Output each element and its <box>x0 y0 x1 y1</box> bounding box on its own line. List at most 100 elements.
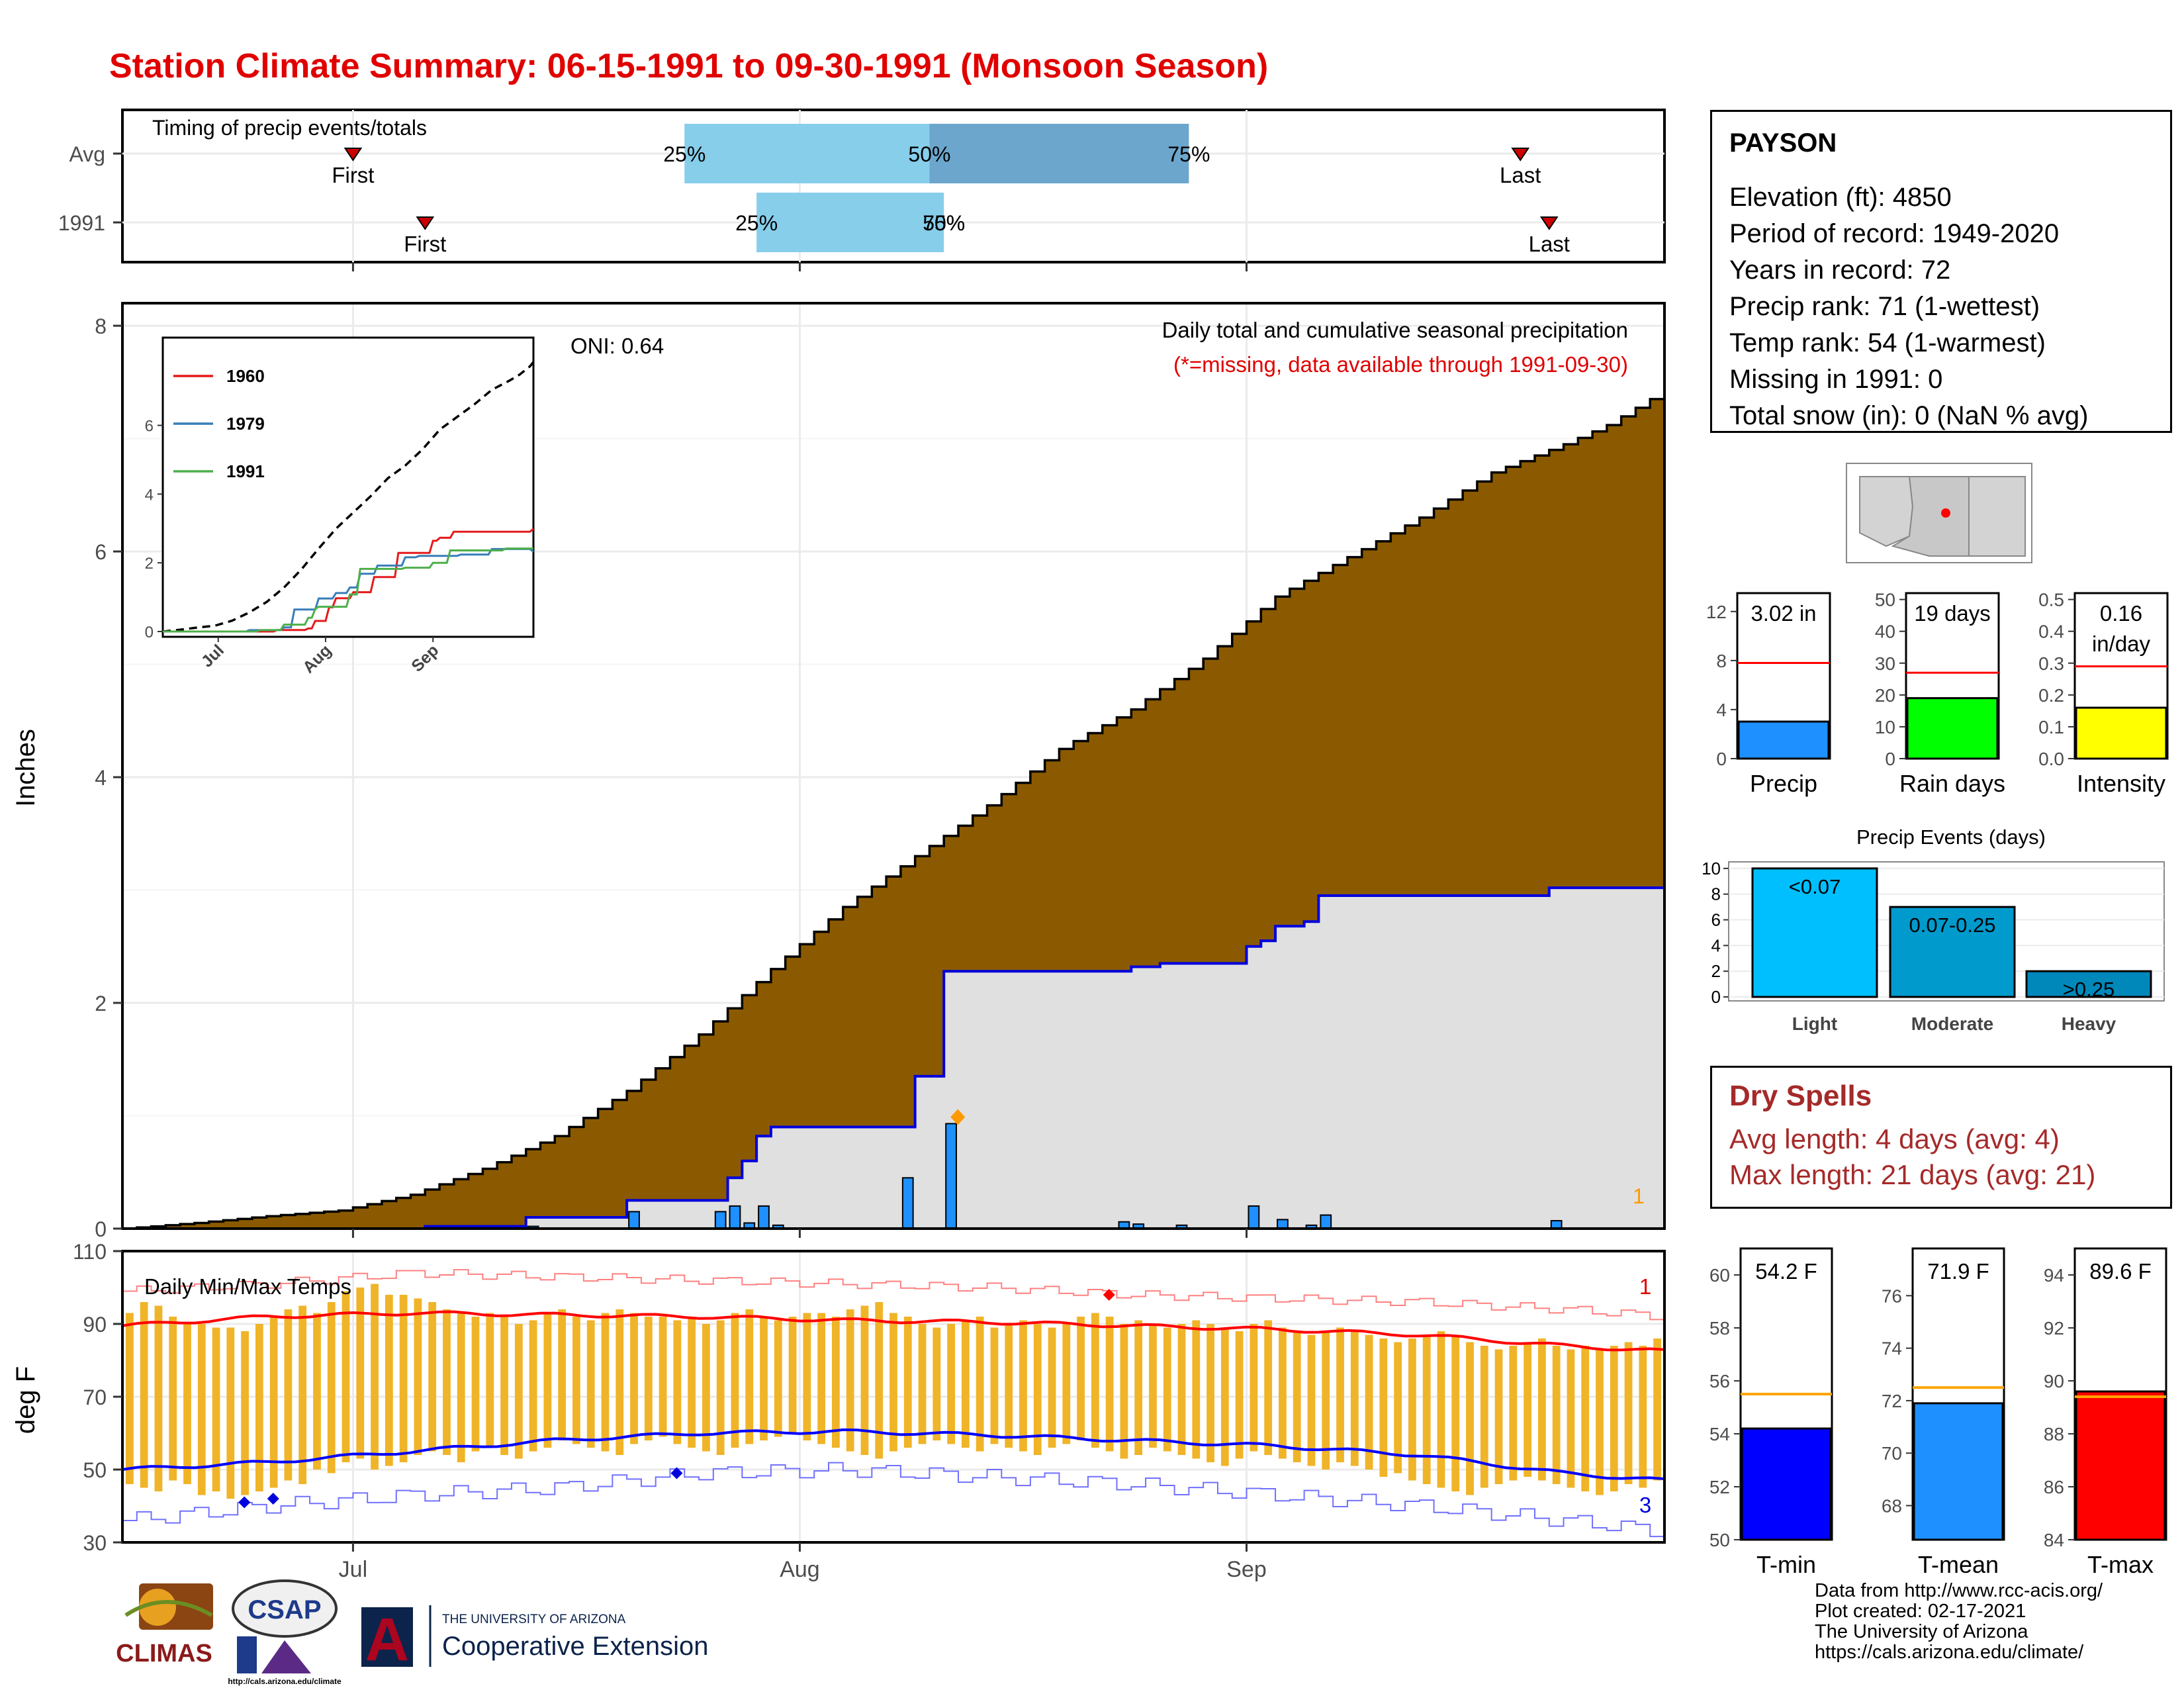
daily-temp-range-bar <box>1350 1331 1359 1466</box>
temp-summary-tick-label: 88 <box>2044 1424 2064 1444</box>
precip-events-title: Precip Events (days) <box>1856 825 2046 849</box>
map-neighbor-region <box>1859 476 1914 547</box>
avg-min-temp-line <box>122 1428 1665 1481</box>
year-cumulative-precip-area <box>122 888 1664 1229</box>
daily-temp-range-bar <box>788 1317 797 1433</box>
station-location-marker <box>1941 508 1950 518</box>
daily-temp-range-bar <box>1624 1342 1633 1484</box>
daily-temp-range-bar <box>803 1313 811 1440</box>
timing-label-50: 50% <box>908 142 950 166</box>
daily-temp-range-bar <box>1149 1324 1157 1448</box>
summary-bar-tick-label: 20 <box>1875 685 1895 706</box>
daily-temp-range-bar <box>471 1317 480 1452</box>
inset-average-line <box>162 361 535 633</box>
record-high-marker <box>1103 1289 1115 1301</box>
station-period: Period of record: 1949-2020 <box>1729 219 2060 248</box>
page-title: Station Climate Summary: 06-15-1991 to 0… <box>109 47 1269 85</box>
credit-institution: The University of Arizona <box>1815 1621 2028 1642</box>
temp-summary-value-text: 89.6 F <box>2089 1259 2152 1284</box>
daily-temp-range-bar <box>1336 1327 1344 1462</box>
daily-temp-range-bar <box>313 1313 321 1470</box>
oni-label: ONI: 0.64 <box>570 334 664 358</box>
daily-precip-bar <box>1277 1219 1289 1229</box>
temp-summary-tick-label: 74 <box>1882 1338 1902 1359</box>
record-high-line <box>122 1269 1665 1321</box>
daily-temp-range-bar <box>414 1298 422 1455</box>
daily-temp-range-bar <box>399 1295 408 1462</box>
timing-label-75: 75% <box>923 211 965 235</box>
precip-y-tick-label: 2 <box>95 992 107 1015</box>
ua-logo-block <box>361 1607 413 1667</box>
daily-temp-range-bar <box>428 1302 437 1452</box>
daily-temp-range-bar <box>558 1309 567 1440</box>
temp-summary-label: T-mean <box>1918 1551 1999 1578</box>
precip-events-tick-label: 10 <box>1702 859 1721 878</box>
last-event-marker <box>1511 148 1530 162</box>
inset-y-tick-label: 4 <box>145 486 154 504</box>
daily-temp-range-bar <box>1091 1313 1099 1448</box>
precip-panel-frame <box>121 302 1666 1230</box>
daily-precip-bar <box>628 1211 640 1230</box>
daily-temp-range-bar <box>1322 1331 1330 1470</box>
daily-temp-range-bar <box>1567 1349 1575 1488</box>
timing-label-50: 50% <box>923 211 965 235</box>
credits-block: Data from http://www.rcc-acis.org/ Plot … <box>1815 1581 2103 1663</box>
summary-bar-tick-label: 8 <box>1716 651 1727 671</box>
record-low-line <box>122 1462 1665 1538</box>
summary-bar-label: Precip <box>1750 770 1817 797</box>
first-event-label: First <box>404 232 446 256</box>
timing-title: Timing of precip events/totals <box>152 116 427 140</box>
timing-row-label: Avg <box>69 142 105 166</box>
precip-events-tick-label: 2 <box>1711 961 1721 981</box>
inset-y-tick-label: 0 <box>145 624 154 641</box>
summary-bar-tick-label: 0.1 <box>2038 717 2064 737</box>
summary-bar-value <box>1737 720 1830 760</box>
daily-temp-range-bar <box>817 1313 826 1444</box>
precip-y-tick-label: 6 <box>95 540 107 564</box>
daily-temp-range-bar <box>371 1284 379 1470</box>
daily-temp-range-bar <box>846 1309 854 1452</box>
daily-temp-range-bar <box>1437 1331 1445 1488</box>
avg-max-temp-line <box>122 1310 1665 1352</box>
daily-temp-range-bar <box>1163 1327 1171 1452</box>
daily-temp-range-bar <box>269 1317 278 1488</box>
daily-temp-range-bar <box>1653 1338 1661 1481</box>
daily-temp-range-bar <box>961 1320 970 1448</box>
summary-bar-tick-label: 50 <box>1875 590 1895 610</box>
last-event-label: Last <box>1529 232 1570 256</box>
summary-bar-tick-label: 0.4 <box>2038 622 2064 642</box>
month-axis-label: Jul <box>339 1557 367 1582</box>
inset-series-line <box>163 547 533 633</box>
daily-temp-range-bar <box>1005 1324 1013 1448</box>
daily-temp-range-bar <box>875 1302 884 1459</box>
daily-temp-range-bar <box>1048 1327 1056 1448</box>
month-axis-label: Sep <box>1226 1557 1267 1582</box>
daily-temp-range-bar <box>1480 1346 1488 1488</box>
temp-summary-label: T-max <box>2087 1551 2154 1578</box>
temp-summary-tick-label: 76 <box>1882 1286 1902 1306</box>
daily-temp-range-bar <box>1192 1320 1201 1459</box>
daily-temp-range-bar <box>543 1313 552 1448</box>
inset-y-tick-label: 6 <box>145 418 154 436</box>
credit-plot-date: Plot created: 02-17-2021 <box>1815 1601 2026 1622</box>
daily-temp-range-bar <box>298 1305 307 1484</box>
inset-legend-label: 1991 <box>226 461 265 481</box>
daily-temp-range-bar <box>1451 1335 1460 1491</box>
daily-temp-range-bar <box>644 1317 653 1440</box>
daily-temp-range-bar <box>774 1320 782 1437</box>
temp-summary-tick-label: 84 <box>2044 1530 2064 1550</box>
timing-label-25: 25% <box>735 211 778 235</box>
daily-temp-range-bar <box>514 1324 523 1459</box>
daily-temp-range-bar <box>1105 1317 1114 1452</box>
daily-temp-range-bar <box>226 1327 235 1499</box>
dry-spells-panel: Dry Spells Avg length: 4 days (avg: 4) M… <box>1710 1066 2172 1209</box>
daily-temp-range-bar <box>1206 1324 1214 1462</box>
daily-temp-range-bar <box>1538 1338 1546 1481</box>
daily-temp-range-bar <box>1524 1342 1532 1477</box>
last-event-label: Last <box>1500 163 1541 187</box>
daily-temp-range-bar <box>212 1327 220 1491</box>
summary-bar-tick-label: 4 <box>1716 700 1727 720</box>
daily-temp-range-bar <box>1365 1335 1373 1470</box>
station-missing: Missing in 1991: 0 <box>1729 365 1943 394</box>
